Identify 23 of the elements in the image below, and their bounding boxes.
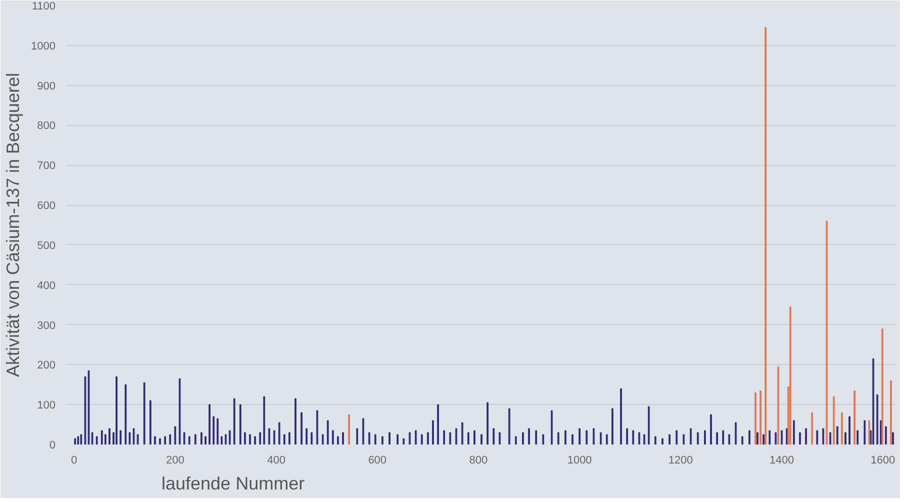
y-axis-title: Aktivität von Cäsium-137 in Becquerel	[3, 72, 24, 378]
y-tick-label: 100	[37, 400, 56, 412]
y-tick-label: 300	[37, 320, 56, 332]
x-tick-label: 0	[71, 454, 78, 466]
x-tick-label: 1400	[770, 454, 794, 466]
x-tick-label: 1200	[668, 454, 693, 466]
y-tick-label: 1100	[32, 0, 56, 12]
y-tick-label: 700	[37, 160, 56, 172]
y-tick-label: 600	[37, 200, 56, 212]
y-tick-label: 0	[49, 440, 56, 452]
x-tick-label: 800	[469, 454, 488, 466]
x-tick-label: 1000	[567, 454, 592, 466]
x-tick-label: 1600	[870, 454, 896, 466]
y-tick-label: 200	[37, 360, 56, 372]
y-tick-label: 500	[37, 240, 56, 252]
y-tick-label: 900	[37, 80, 56, 92]
x-axis-title: laufende Nummer	[162, 474, 305, 494]
x-tick-label: 400	[267, 454, 286, 466]
x-tick-label: 200	[166, 454, 184, 466]
y-tick-label: 1000	[31, 40, 56, 52]
y-tick-label: 800	[37, 120, 56, 132]
y-tick-label: 400	[37, 280, 56, 292]
x-tick-label: 600	[368, 454, 387, 466]
